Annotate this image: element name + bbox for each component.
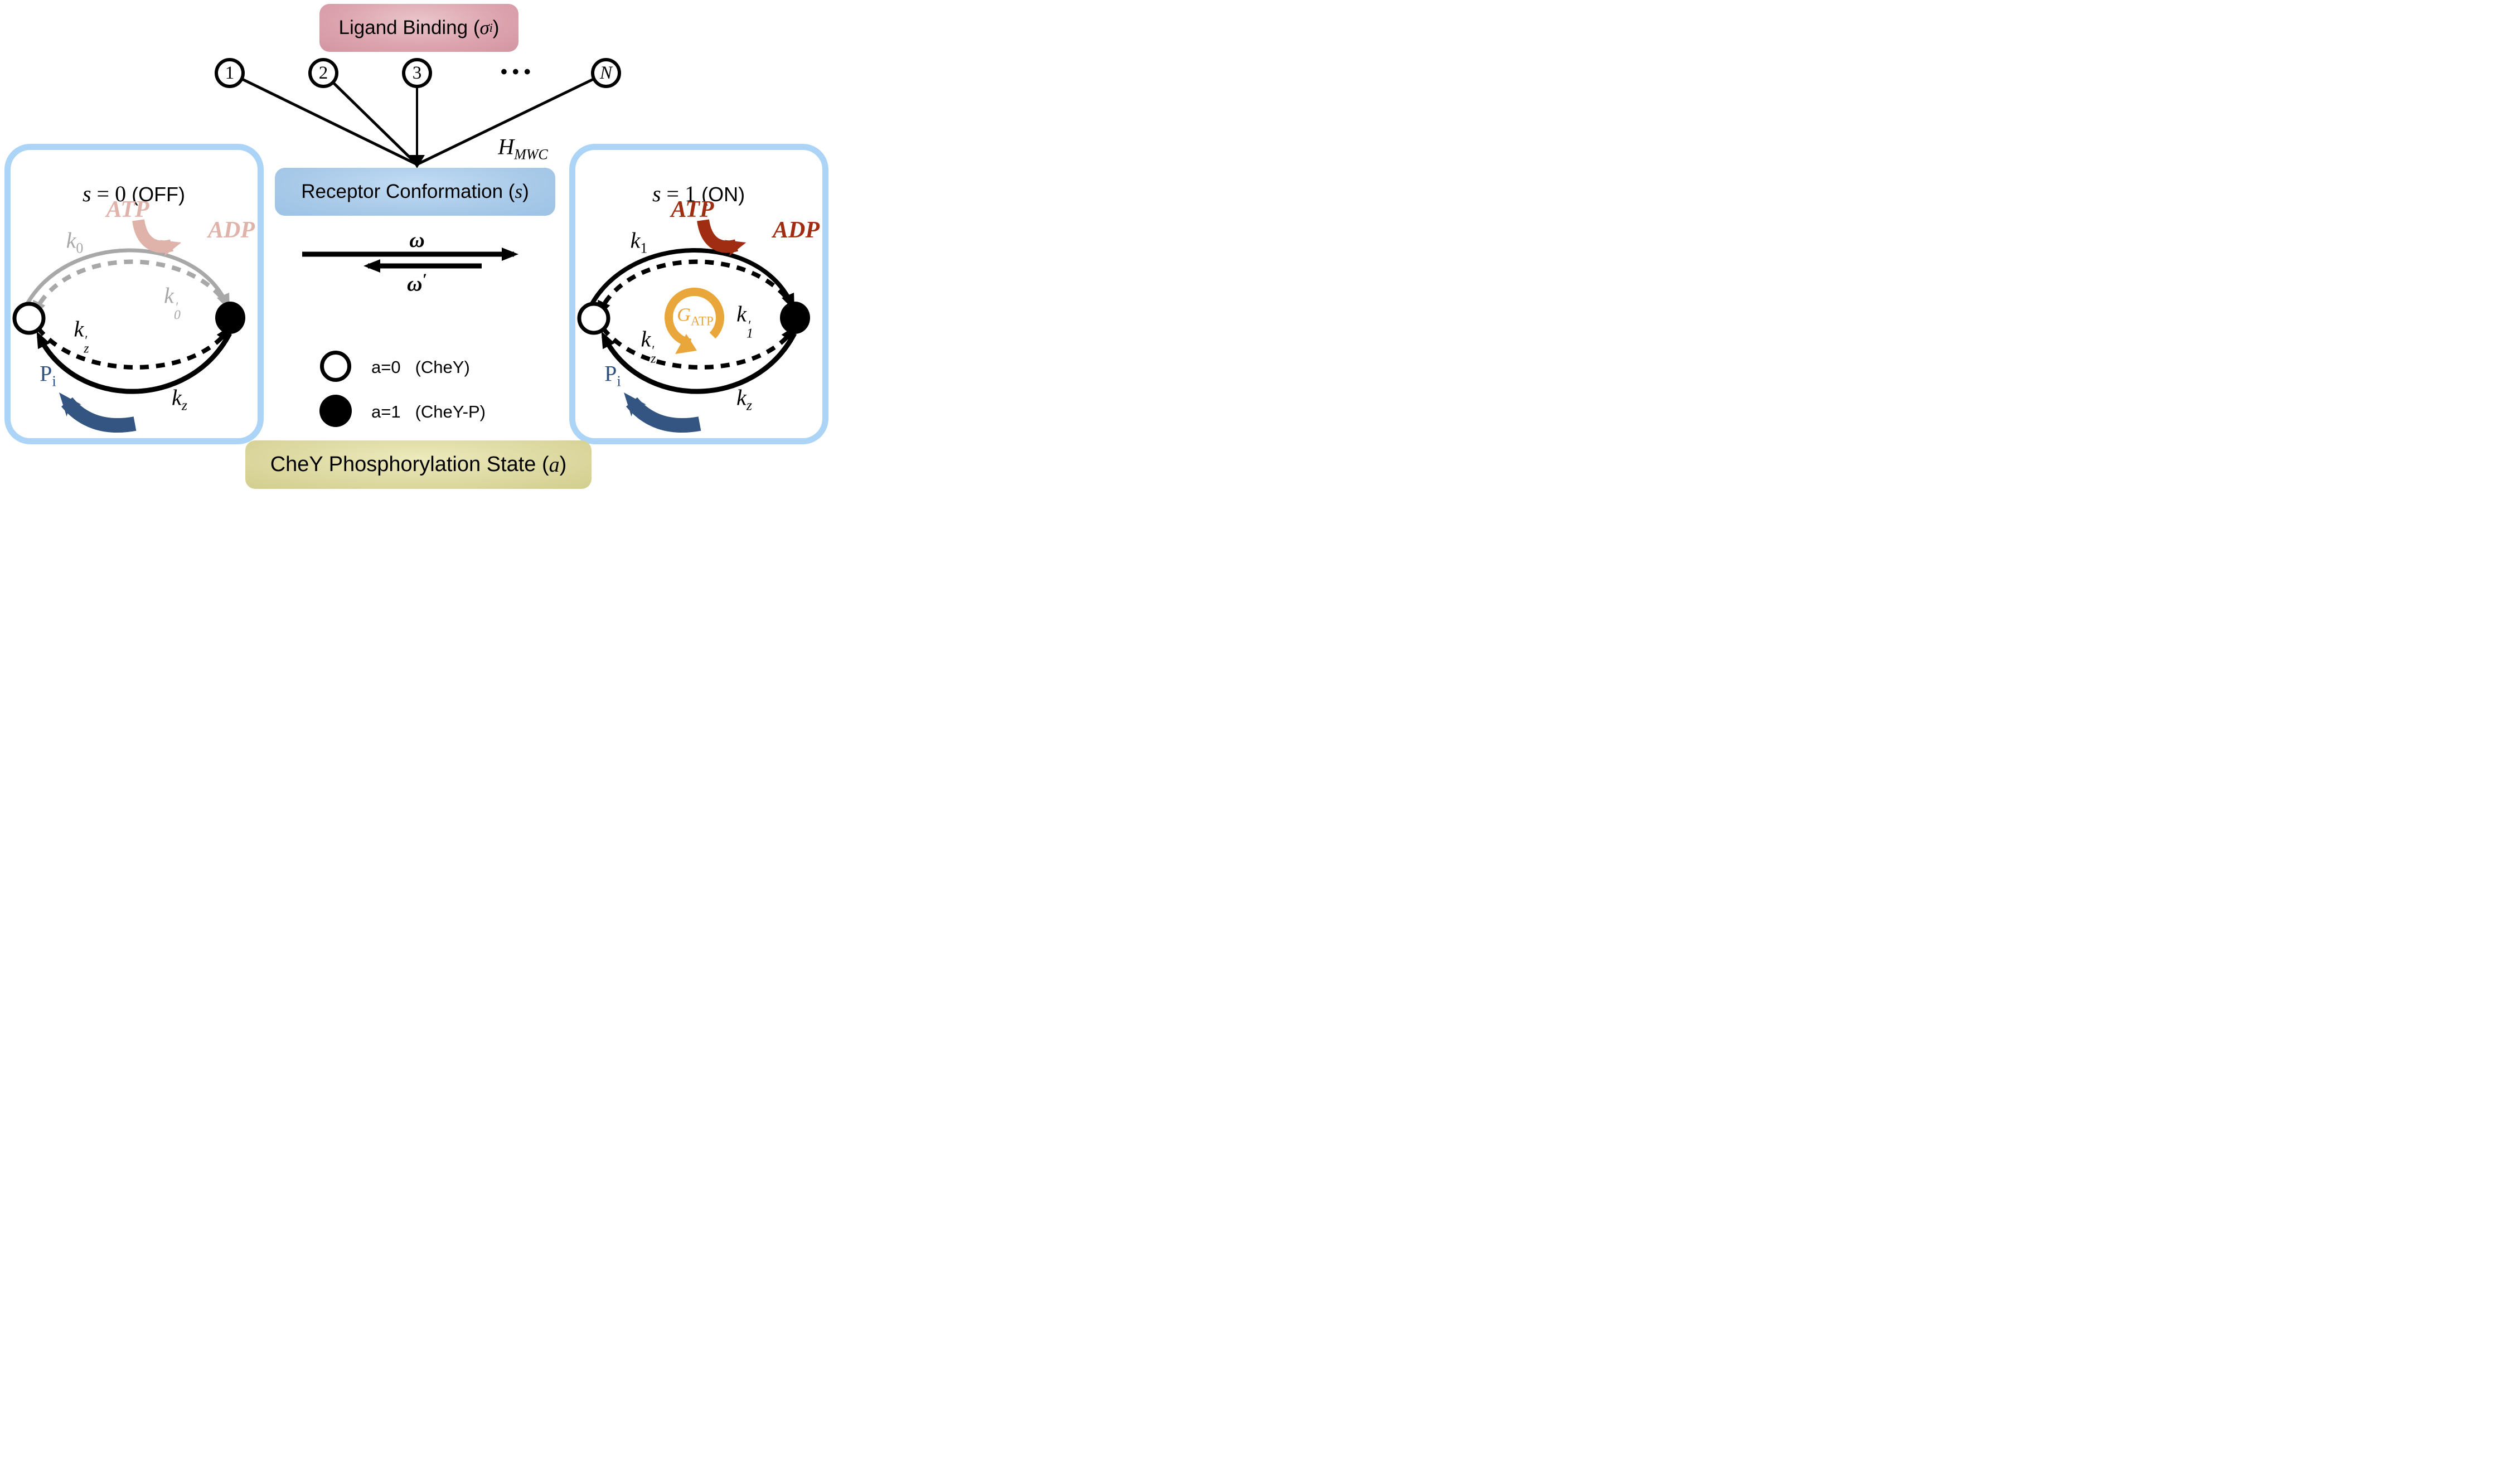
receptor-node-n: N bbox=[591, 58, 621, 88]
rate-k1-label: k1 bbox=[630, 227, 648, 256]
fan-arrowhead-icon bbox=[409, 155, 425, 168]
rate-k1-prime-label: k ′ 1 bbox=[736, 301, 753, 341]
receptor-node-1: 1 bbox=[215, 58, 245, 88]
adp-label-on: ADP bbox=[773, 217, 820, 243]
gatp-label: GATP bbox=[677, 304, 714, 328]
diagram-canvas: s = 0 (OFF) ATP ADP k0 k ′ 0 k ′ z kz Pi bbox=[0, 0, 833, 494]
rate-kz-label-on: kz bbox=[736, 385, 752, 414]
pi-label-off: Pi bbox=[40, 361, 56, 390]
legend-open-circle-icon bbox=[320, 351, 351, 382]
receptor-conformation-box: Receptor Conformation (s) bbox=[275, 168, 555, 216]
panel-on-title: s = 1 (ON) bbox=[652, 181, 745, 206]
legend-filled-circle-icon bbox=[319, 395, 352, 427]
receptor-node-2: 2 bbox=[308, 58, 338, 88]
omega-reverse-label: ω′ bbox=[407, 270, 427, 296]
pi-label-on: Pi bbox=[604, 361, 621, 390]
rate-k0-prime-label: k ′ 0 bbox=[164, 283, 181, 323]
receptor-node-3: 3 bbox=[402, 58, 432, 88]
panel-off-title: s = 0 (OFF) bbox=[82, 181, 186, 206]
panel-on bbox=[569, 144, 828, 444]
receptor-node-dots-icon: ••• bbox=[501, 61, 536, 83]
chey-phosphorylation-box: CheY Phosphorylation State (a) bbox=[245, 440, 592, 489]
atp-label-off: ATP bbox=[106, 197, 149, 222]
rate-kz-prime-label-on: k ′ z bbox=[641, 326, 656, 366]
hmwc-label: HMWC bbox=[498, 134, 548, 163]
legend-row-cheyp: a=1 (CheY-P) bbox=[371, 402, 486, 421]
adp-label-off: ADP bbox=[208, 217, 255, 243]
legend-row-chey: a=0 (CheY) bbox=[371, 357, 470, 377]
rate-k0-label: k0 bbox=[66, 227, 84, 256]
fan-line-2 bbox=[322, 72, 418, 165]
panel-off bbox=[4, 144, 264, 444]
rate-kz-prime-label-off: k ′ z bbox=[74, 316, 89, 356]
rate-kz-label-off: kz bbox=[172, 385, 187, 414]
ligand-binding-box: Ligand Binding (σ i) bbox=[319, 4, 518, 52]
omega-forward-label: ω bbox=[409, 229, 425, 252]
atp-label-on: ATP bbox=[671, 197, 714, 222]
